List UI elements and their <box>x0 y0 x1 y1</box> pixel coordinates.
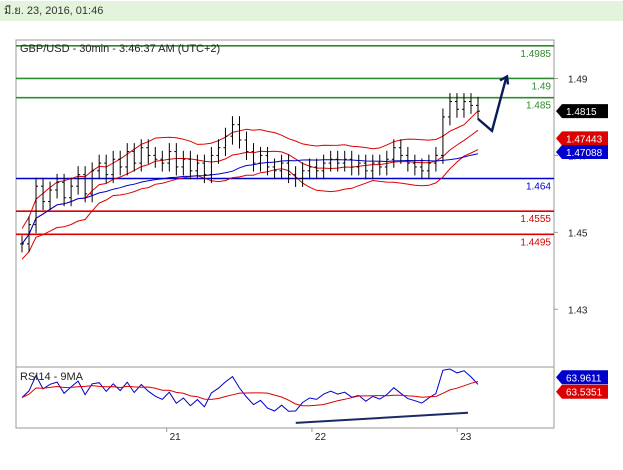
level-label: 1.4985 <box>520 49 551 60</box>
chart-title: GBP/USD - 30min - 3:46:37 AM (UTC+2) <box>20 43 220 55</box>
level-label: 1.4555 <box>520 214 551 225</box>
y-tick-label: 1.43 <box>568 305 588 316</box>
price-tag <box>556 131 608 146</box>
candles <box>20 74 510 253</box>
price-tag-label: 1.47088 <box>566 148 603 159</box>
forecast-arrowhead <box>499 74 510 85</box>
price-tag <box>556 104 608 119</box>
level-label: 1.4495 <box>520 237 551 248</box>
rsi-panel-frame <box>15 366 555 429</box>
rsi-tag-label: 63.9611 <box>566 373 602 384</box>
x-tick-label: 21 <box>170 432 182 443</box>
header-datetime: มี.ย. 23, 2016, 01:46 <box>0 1 623 21</box>
rsi-trendline <box>295 411 469 424</box>
level-label: 1.485 <box>526 101 551 112</box>
price-tag-label: 1.47443 <box>566 134 603 145</box>
y-tick-label: 1.49 <box>568 74 588 85</box>
rsi-line <box>21 368 479 412</box>
bollinger-bands <box>21 110 479 260</box>
rsi-tag <box>556 384 608 399</box>
rsi-tag-label: 63.5351 <box>566 388 603 399</box>
price-panel-frame <box>15 39 555 368</box>
upper-band <box>21 110 479 229</box>
chart-area[interactable]: 1.4985 1.49 1.485 1.464 1.4555 1.4495 1.49 1.4… <box>0 38 623 470</box>
x-tick-label: 23 <box>460 432 472 443</box>
slow-ma <box>21 153 479 245</box>
rsi-ma-line <box>21 381 479 407</box>
rsi-title: RSI14 - 9MA <box>20 371 84 383</box>
level-label: 1.49 <box>532 81 552 92</box>
rsi-tag <box>556 370 608 385</box>
rsi-lines <box>21 368 479 424</box>
y-tick-label: 1.45 <box>568 228 588 239</box>
top-bar: มี.ย. 23, 2016, 01:46 <box>0 0 623 38</box>
x-tick-label: 22 <box>315 432 327 443</box>
price-tag <box>556 145 608 160</box>
forecast-arrow <box>477 78 508 134</box>
level-label: 1.464 <box>526 181 551 192</box>
lower-band <box>21 149 479 260</box>
moving-average <box>21 153 479 245</box>
price-tag-label: 1.4815 <box>566 107 597 118</box>
middle-band <box>21 129 479 245</box>
price-tags: 1.4815 1.47443 1.47088 63.9611 63.5351 <box>556 104 608 399</box>
